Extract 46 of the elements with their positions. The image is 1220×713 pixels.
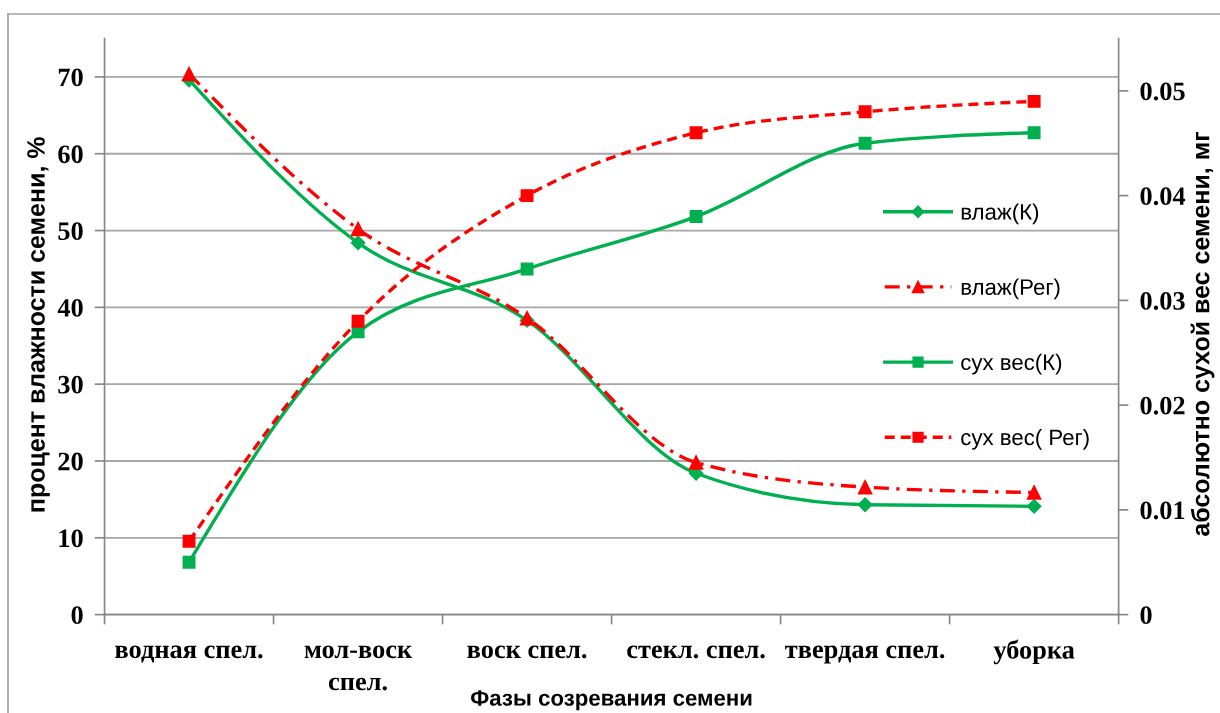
y2-tick-label: 0.04: [1140, 187, 1186, 206]
point: [1027, 126, 1041, 140]
y2-tick-label: 0.05: [1140, 82, 1185, 101]
point: [181, 66, 197, 82]
x-tick-label: мол-воск спел.: [304, 645, 413, 691]
y2-tick-label: 0.02: [1140, 396, 1185, 415]
x-tick-label: уборка: [993, 639, 1075, 665]
point: [857, 497, 873, 513]
y-tick-label: 50: [58, 222, 83, 240]
x-tick-label: твердая спел.: [785, 645, 945, 664]
x-tick-label: водная спел.: [115, 645, 263, 663]
x-tick-label: стекл. спел.: [627, 645, 765, 659]
legend-label: влаж(К): [961, 203, 1039, 225]
point: [350, 235, 366, 251]
point: [350, 221, 366, 237]
y-tick-label: 20: [58, 452, 83, 471]
point: [688, 455, 704, 470]
x-axis-title: Фазы созревания семени: [471, 690, 752, 711]
legend-label: сух вес( Рег): [961, 428, 1089, 450]
point: [520, 262, 534, 276]
y-axis-title: процент влажности семени, %: [27, 137, 50, 512]
y2-axis-title: абсолютно сухой вес семени, мг: [1190, 132, 1215, 536]
point: [858, 105, 872, 119]
point: [689, 126, 703, 140]
point: [1026, 485, 1042, 500]
y2-tick-label: 0.01: [1140, 501, 1185, 520]
y-tick-label: 30: [58, 375, 83, 394]
point: [520, 189, 534, 203]
point: [182, 534, 196, 548]
point: [351, 314, 365, 328]
y-tick-label: 60: [58, 145, 83, 164]
y-tick-label: 40: [57, 298, 83, 317]
point: [858, 136, 872, 150]
y-tick-label: 10: [59, 529, 83, 548]
point: [1026, 498, 1042, 514]
point: [1027, 94, 1041, 108]
point: [857, 479, 873, 495]
x-tick-label: воск спел.: [467, 645, 587, 659]
y2-tick-label: 0: [1140, 606, 1152, 625]
y-tick-label: 70: [58, 68, 83, 87]
legend-label: сух вес(К): [961, 353, 1062, 375]
point: [689, 210, 703, 224]
y2-tick-label: 0.03: [1140, 291, 1185, 310]
y-tick-label: 0: [71, 606, 83, 625]
legend-label: влаж(Рег): [961, 278, 1060, 300]
point: [182, 555, 196, 569]
